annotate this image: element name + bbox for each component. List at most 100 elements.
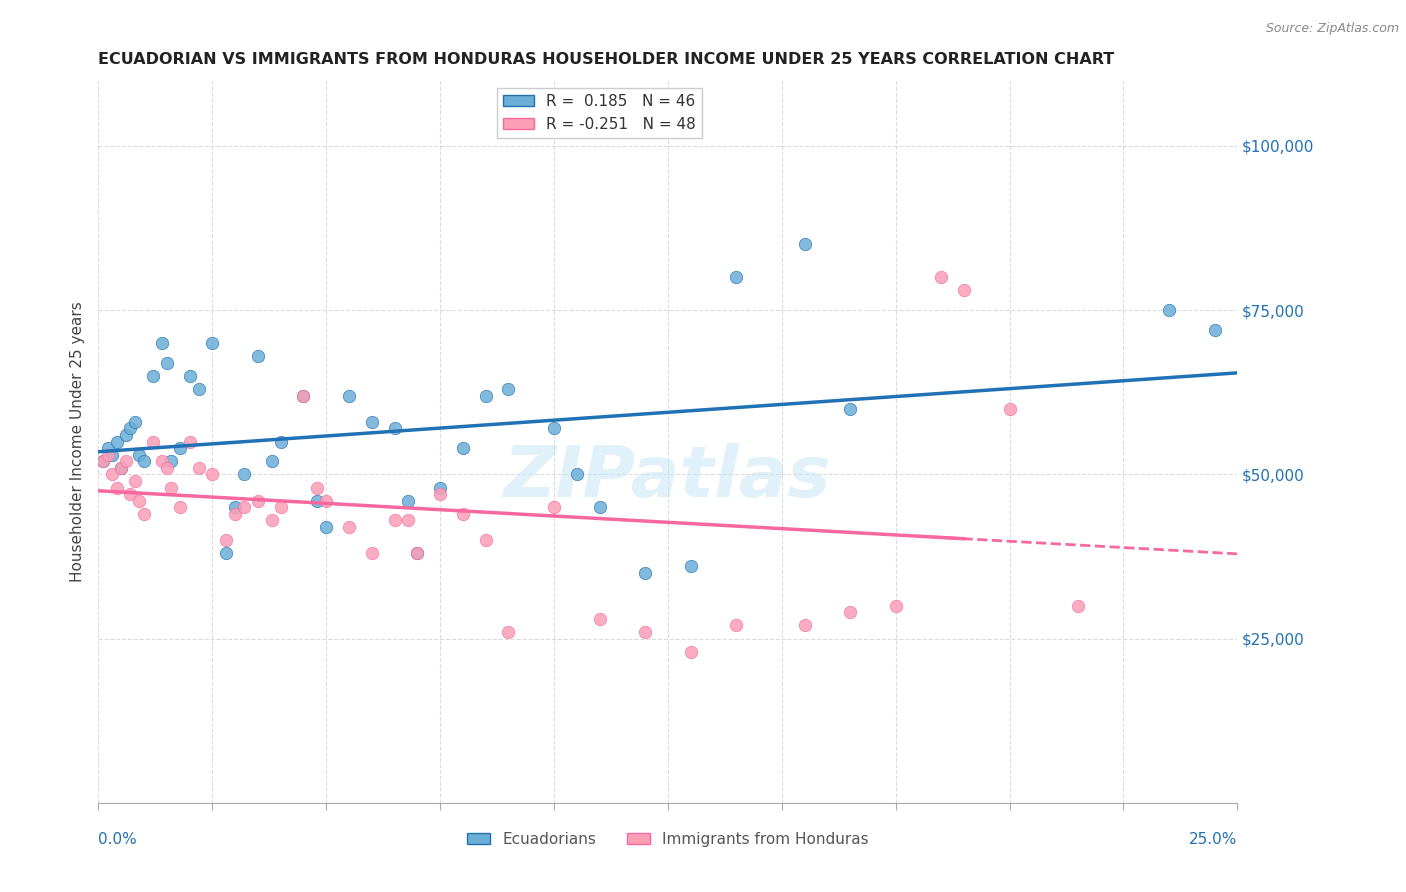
Point bbox=[169, 500, 191, 515]
Point bbox=[187, 460, 209, 475]
Point bbox=[187, 382, 209, 396]
Point bbox=[315, 493, 337, 508]
Point bbox=[565, 467, 588, 482]
Point bbox=[110, 460, 132, 475]
Point bbox=[260, 513, 283, 527]
Point bbox=[201, 336, 224, 351]
Point bbox=[201, 467, 224, 482]
Point bbox=[998, 401, 1021, 416]
Point bbox=[224, 507, 246, 521]
Point bbox=[120, 487, 142, 501]
Point bbox=[451, 507, 474, 521]
Point bbox=[634, 566, 657, 580]
Point bbox=[543, 500, 565, 515]
Point bbox=[215, 533, 238, 547]
Point bbox=[96, 448, 118, 462]
Point bbox=[91, 454, 114, 468]
Point bbox=[114, 428, 136, 442]
Point bbox=[474, 388, 496, 402]
Point bbox=[101, 448, 124, 462]
Point bbox=[429, 481, 451, 495]
Point bbox=[634, 625, 657, 640]
Point bbox=[169, 441, 191, 455]
Point bbox=[224, 500, 246, 515]
Point bbox=[233, 467, 256, 482]
Point bbox=[360, 415, 382, 429]
Point bbox=[396, 493, 419, 508]
Point bbox=[292, 388, 315, 402]
Point bbox=[384, 421, 406, 435]
Point bbox=[725, 618, 748, 632]
Point bbox=[793, 618, 815, 632]
Point bbox=[1157, 303, 1180, 318]
Point bbox=[160, 454, 183, 468]
Point bbox=[679, 645, 702, 659]
Point bbox=[588, 500, 610, 515]
Point bbox=[142, 368, 165, 383]
Point bbox=[315, 520, 337, 534]
Point bbox=[132, 507, 155, 521]
Point bbox=[246, 493, 269, 508]
Point bbox=[128, 448, 150, 462]
Point bbox=[406, 546, 429, 560]
Point bbox=[124, 474, 146, 488]
Point bbox=[725, 270, 748, 285]
Point bbox=[307, 493, 329, 508]
Point bbox=[1067, 599, 1090, 613]
Point bbox=[498, 382, 520, 396]
Text: ZIPatlas: ZIPatlas bbox=[505, 443, 831, 512]
Point bbox=[884, 599, 907, 613]
Point bbox=[246, 349, 269, 363]
Point bbox=[337, 520, 360, 534]
Point bbox=[406, 546, 429, 560]
Point bbox=[292, 388, 315, 402]
Point bbox=[260, 454, 283, 468]
Point bbox=[128, 493, 150, 508]
Y-axis label: Householder Income Under 25 years: Householder Income Under 25 years bbox=[69, 301, 84, 582]
Point bbox=[929, 270, 952, 285]
Point bbox=[233, 500, 256, 515]
Point bbox=[132, 454, 155, 468]
Legend: Ecuadorians, Immigrants from Honduras: Ecuadorians, Immigrants from Honduras bbox=[461, 826, 875, 853]
Point bbox=[679, 559, 702, 574]
Point bbox=[215, 546, 238, 560]
Point bbox=[179, 368, 201, 383]
Point bbox=[156, 356, 179, 370]
Point bbox=[384, 513, 406, 527]
Point bbox=[105, 481, 128, 495]
Point bbox=[91, 454, 114, 468]
Text: ECUADORIAN VS IMMIGRANTS FROM HONDURAS HOUSEHOLDER INCOME UNDER 25 YEARS CORRELA: ECUADORIAN VS IMMIGRANTS FROM HONDURAS H… bbox=[98, 52, 1115, 67]
Point bbox=[120, 421, 142, 435]
Point bbox=[270, 500, 292, 515]
Point bbox=[101, 467, 124, 482]
Point bbox=[142, 434, 165, 449]
Point bbox=[1204, 323, 1226, 337]
Point bbox=[150, 336, 173, 351]
Point bbox=[124, 415, 146, 429]
Point bbox=[270, 434, 292, 449]
Point bbox=[96, 441, 118, 455]
Text: 0.0%: 0.0% bbox=[98, 831, 138, 847]
Text: 25.0%: 25.0% bbox=[1189, 831, 1237, 847]
Text: Source: ZipAtlas.com: Source: ZipAtlas.com bbox=[1265, 22, 1399, 36]
Point bbox=[839, 605, 862, 619]
Point bbox=[793, 237, 815, 252]
Point bbox=[498, 625, 520, 640]
Point bbox=[588, 612, 610, 626]
Point bbox=[160, 481, 183, 495]
Point bbox=[839, 401, 862, 416]
Point bbox=[110, 460, 132, 475]
Point bbox=[360, 546, 382, 560]
Point bbox=[156, 460, 179, 475]
Point bbox=[543, 421, 565, 435]
Point bbox=[337, 388, 360, 402]
Point bbox=[396, 513, 419, 527]
Point bbox=[474, 533, 496, 547]
Point bbox=[150, 454, 173, 468]
Point bbox=[114, 454, 136, 468]
Point bbox=[105, 434, 128, 449]
Point bbox=[451, 441, 474, 455]
Point bbox=[179, 434, 201, 449]
Point bbox=[429, 487, 451, 501]
Point bbox=[953, 284, 976, 298]
